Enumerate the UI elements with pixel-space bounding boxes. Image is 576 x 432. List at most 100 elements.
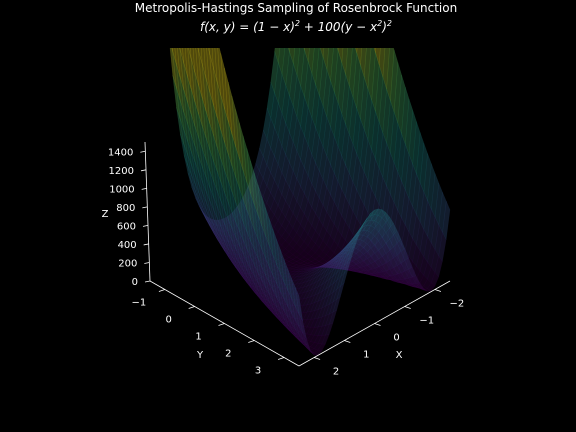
surface-facet [277, 112, 286, 147]
surface-facet [344, 240, 353, 248]
surface-facet [217, 117, 225, 171]
surface-facet [310, 348, 319, 354]
surface-facet [295, 287, 303, 322]
surface-facet [300, 49, 309, 97]
surface-facet [351, 233, 360, 250]
surface-facet [295, 275, 305, 281]
surface-facet [363, 273, 372, 276]
surface-facet [412, 286, 420, 289]
surface-facet [333, 229, 342, 246]
y-tick-mark [188, 306, 195, 309]
surface-facet [352, 253, 361, 265]
surface-facet [289, 170, 298, 195]
surface-facet [373, 48, 377, 53]
surface-facet [228, 252, 237, 260]
surface-facet [355, 244, 364, 252]
surface-facet [356, 243, 365, 259]
surface-facet [319, 145, 328, 180]
surface-facet [400, 270, 409, 280]
surface-facet [303, 279, 312, 288]
surface-facet [345, 134, 354, 174]
surface-facet [363, 265, 372, 273]
surface-facet [360, 48, 367, 78]
surface-facet [206, 202, 214, 226]
surface-facet [289, 63, 298, 107]
surface-facet [393, 259, 402, 274]
z-tick-mark [143, 243, 149, 246]
surface-facet [258, 247, 267, 255]
surface-facet [239, 247, 249, 254]
surface-facet [317, 315, 326, 328]
surface-facet [408, 164, 417, 208]
surface-facet [333, 251, 342, 262]
surface-facet [348, 269, 357, 272]
surface-facet [352, 217, 361, 240]
surface-facet [191, 151, 199, 185]
surface-facet [374, 258, 383, 268]
surface-facet [202, 182, 211, 211]
surface-facet [355, 223, 364, 237]
surface-facet [254, 278, 263, 284]
surface-facet [337, 214, 346, 236]
surface-facet [296, 125, 305, 161]
surface-facet [366, 214, 375, 222]
surface-facet [224, 170, 233, 213]
surface-facet [288, 263, 297, 267]
surface-facet [194, 162, 203, 194]
surface-facet [224, 247, 233, 263]
surface-facet [171, 48, 173, 51]
surface-facet [352, 264, 361, 269]
surface-facet [246, 279, 256, 284]
surface-facet [291, 298, 300, 327]
surface-facet [300, 192, 309, 215]
surface-facet [333, 208, 342, 231]
surface-facet [261, 296, 270, 310]
surface-facet [434, 224, 443, 257]
surface-facet [266, 171, 275, 194]
surface-facet [182, 48, 188, 77]
surface-facet [228, 240, 237, 247]
surface-facet [277, 257, 286, 262]
surface-facet [322, 69, 331, 117]
surface-facet [210, 225, 218, 241]
surface-facet [254, 250, 264, 257]
surface-facet [295, 325, 304, 332]
surface-facet [274, 62, 283, 104]
surface-facet [217, 171, 225, 211]
surface-facet [187, 154, 196, 185]
surface-facet [328, 298, 338, 315]
surface-facet [228, 245, 237, 251]
surface-facet [326, 48, 334, 81]
surface-facet [340, 260, 349, 278]
surface-facet [355, 267, 365, 272]
surface-facet [344, 254, 353, 260]
surface-facet [284, 273, 294, 278]
surface-facet [209, 91, 218, 148]
surface-facet [352, 189, 361, 219]
surface-facet [321, 334, 330, 345]
surface-facet [265, 207, 274, 256]
surface-facet [393, 230, 402, 244]
surface-facet [202, 201, 211, 223]
surface-facet [224, 250, 233, 264]
surface-facet [273, 282, 282, 288]
surface-facet [221, 242, 230, 250]
surface-facet [306, 277, 316, 287]
z-tick-mark [140, 150, 146, 153]
surface-facet [329, 254, 338, 263]
surface-facet [336, 272, 345, 290]
surface-facet [321, 313, 330, 327]
surface-facet [303, 199, 312, 221]
surface-facet [224, 251, 233, 263]
surface-facet [257, 239, 266, 276]
surface-facet [228, 181, 237, 223]
z-tick-mark [142, 206, 148, 209]
surface-facet [296, 267, 304, 271]
surface-facet [187, 123, 196, 163]
surface-facet [329, 258, 338, 262]
surface-facet [191, 181, 200, 204]
surface-facet [273, 312, 281, 322]
surface-facet [416, 221, 425, 252]
surface-facet [344, 266, 354, 270]
surface-facet [325, 258, 334, 268]
